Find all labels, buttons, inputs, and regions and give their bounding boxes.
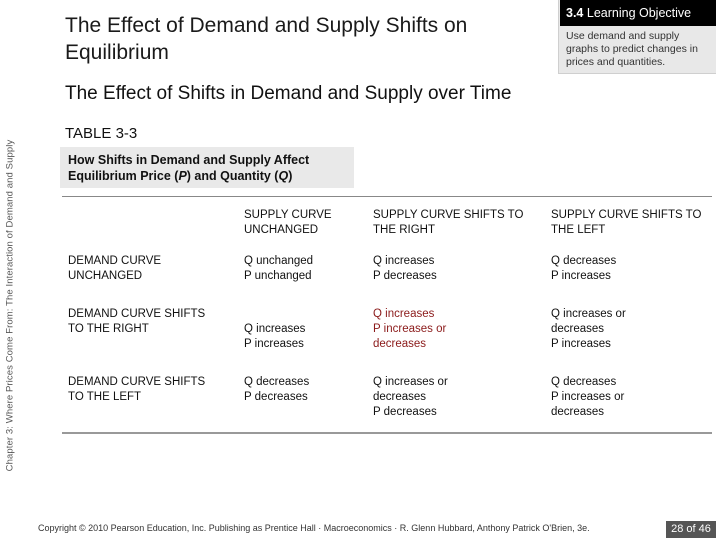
row-header-demand-left: DEMAND CURVE SHIFTS TO THE LEFT (68, 376, 206, 403)
learning-objective-text: Use demand and supply graphs to predict … (566, 30, 698, 68)
table-cell: Q increases or decreases P increases (551, 308, 626, 350)
page-number: 28 of 46 (666, 521, 716, 538)
table-number: TABLE 3-3 (65, 125, 138, 142)
table-cell: Q decreases P increases (551, 255, 617, 282)
table-cell: Q decreases P decreases (244, 376, 310, 403)
table-top-rule (62, 196, 712, 197)
column-header-supply-left: SUPPLY CURVE SHIFTS TO THE LEFT (551, 209, 702, 236)
row-header-demand-unchanged: DEMAND CURVE UNCHANGED (68, 255, 162, 282)
column-header-supply-unchanged: SUPPLY CURVE UNCHANGED (244, 209, 332, 236)
column-header-supply-right: SUPPLY CURVE SHIFTS TO THE RIGHT (373, 209, 524, 236)
copyright-footer: Copyright © 2010 Pearson Education, Inc.… (38, 523, 590, 533)
chapter-side-label: Chapter 3: Where Prices Come From: The I… (4, 139, 16, 472)
table-cell: Q unchanged P unchanged (244, 255, 314, 282)
table-cell: Q increases or decreases P decreases (373, 376, 448, 418)
table-bottom-rule (62, 432, 712, 434)
objective-number: 3.4 (566, 6, 584, 20)
objective-label: Learning Objective (586, 6, 692, 20)
row-header-demand-right: DEMAND CURVE SHIFTS TO THE RIGHT (68, 308, 206, 335)
slide-title: The Effect of Demand and Supply Shifts o… (65, 14, 468, 64)
table-cell: Q increases P decreases (373, 255, 437, 282)
table-caption: How Shifts in Demand and Supply Affect E… (60, 147, 354, 188)
table-cell: Q increases P increases (244, 323, 306, 350)
section-heading: The Effect of Shifts in Demand and Suppl… (65, 83, 512, 104)
table-cell-highlighted: Q increases P increases or decreases (373, 308, 447, 350)
learning-objective-header: 3.4 Learning Objective (560, 0, 716, 26)
table-cell: Q decreases P increases or decreases (551, 376, 625, 418)
